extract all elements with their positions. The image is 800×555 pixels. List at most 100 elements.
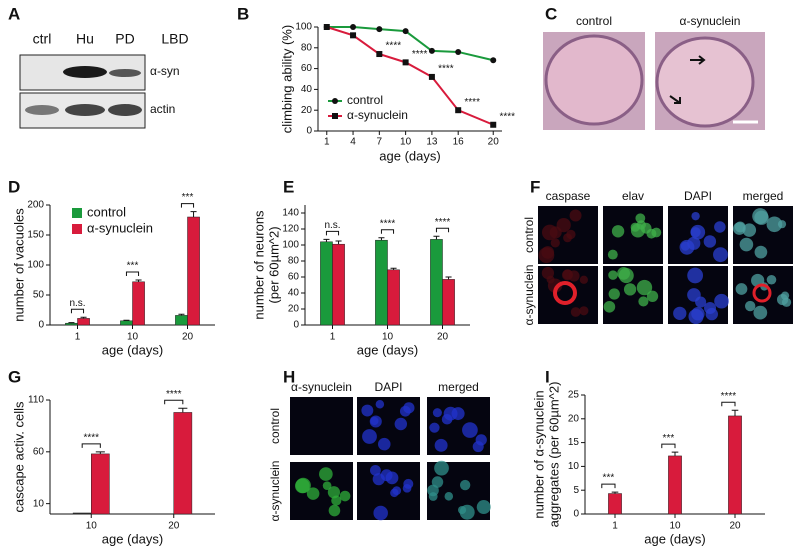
panel-letter: I: [545, 367, 550, 386]
y-tick-label: 140: [282, 208, 299, 219]
row-label: control: [268, 408, 282, 444]
significance-bracket: [601, 483, 616, 489]
legend-label: control: [87, 204, 126, 219]
cell: [339, 490, 351, 502]
cell: [744, 300, 756, 312]
significance-bracket: [125, 271, 140, 276]
bar: [91, 453, 110, 515]
bar: [187, 216, 200, 326]
significance-bracket: [70, 308, 85, 314]
y-tick-label: 0: [38, 320, 44, 331]
cell: [362, 429, 377, 444]
cell: [714, 221, 726, 233]
cell: [630, 223, 645, 238]
significance-bracket: [164, 399, 184, 405]
cell: [451, 407, 465, 421]
x-tick-label: 13: [426, 137, 438, 148]
significance-label: ****: [166, 389, 182, 400]
cell: [392, 486, 402, 495]
error-bar: [68, 322, 75, 324]
bar: [442, 279, 455, 326]
significance-bracket: [180, 203, 195, 208]
cell: [754, 210, 769, 225]
y-axis-label: number of vacuoles: [11, 208, 26, 322]
y-tick-label: 40: [301, 84, 313, 95]
y-tick-label: 0: [293, 320, 299, 331]
error-bar: [95, 451, 105, 454]
cell: [752, 283, 772, 303]
cell: [636, 279, 653, 296]
cell: [617, 266, 630, 280]
x-tick-label: 1: [75, 332, 81, 343]
x-tick-label: 7: [377, 137, 383, 148]
marker: [402, 59, 409, 66]
micrograph: [290, 397, 353, 455]
annotation: ****: [412, 49, 428, 60]
bar: [173, 412, 193, 515]
y-tick-label: 20: [288, 304, 300, 315]
cell: [638, 296, 649, 307]
error-bar: [178, 407, 188, 413]
cell: [385, 471, 399, 485]
cell: [295, 477, 311, 494]
column-label: merged: [743, 189, 784, 203]
y-tick-label: 150: [27, 230, 44, 241]
error-bar: [323, 238, 330, 242]
bar: [175, 315, 188, 326]
blot-band: [109, 69, 141, 77]
image-label: α-synuclein: [680, 14, 741, 28]
column-label: α-synuclein: [291, 380, 352, 394]
cell: [608, 288, 620, 300]
y-tick-label: 60: [288, 272, 300, 283]
cell: [541, 224, 558, 241]
bar: [320, 241, 333, 326]
y-tick-label: 40: [288, 288, 300, 299]
marker: [428, 73, 435, 80]
cell: [714, 293, 729, 309]
significance-label: ****: [721, 391, 737, 402]
bar: [72, 512, 92, 515]
cell: [704, 301, 717, 315]
annotation: ****: [499, 111, 515, 122]
x-tick-label: 20: [488, 137, 500, 148]
arrow: [669, 95, 681, 104]
cell: [611, 225, 625, 238]
cell: [688, 308, 704, 325]
lane-label: LBD: [161, 31, 188, 47]
y-tick-label: 20: [568, 413, 580, 424]
cell: [377, 437, 391, 451]
cell: [713, 247, 728, 263]
significance-label: ***: [603, 473, 615, 484]
cell: [403, 402, 415, 414]
y-tick-label: 80: [301, 42, 313, 53]
error-bar: [178, 313, 185, 316]
x-tick-label: 1: [324, 137, 330, 148]
x-tick-label: 20: [437, 332, 449, 343]
y-tick-label: 10: [33, 498, 45, 509]
legend-label: α-synuclein: [87, 220, 153, 235]
cell: [570, 307, 581, 317]
bar: [668, 455, 682, 515]
cell: [579, 275, 589, 284]
cell: [742, 223, 757, 237]
cell: [569, 209, 582, 222]
error-bar: [135, 279, 142, 282]
x-tick-label: 10: [127, 332, 139, 343]
significance-bracket: [325, 230, 340, 236]
panel-letter: E: [283, 177, 294, 196]
error-bar: [390, 267, 397, 270]
x-tick-label: 10: [669, 521, 681, 532]
significance-label: n.s.: [324, 220, 340, 231]
cell: [375, 400, 385, 409]
cell: [776, 293, 789, 306]
significance-bracket: [721, 401, 736, 407]
x-tick-label: 10: [382, 332, 394, 343]
cell: [687, 267, 704, 284]
y-tick-label: 60: [301, 63, 313, 74]
cell: [732, 222, 746, 235]
significance-label: ***: [663, 433, 675, 444]
histology-tissue: [655, 36, 755, 128]
bar: [728, 415, 742, 515]
cell: [370, 416, 379, 426]
